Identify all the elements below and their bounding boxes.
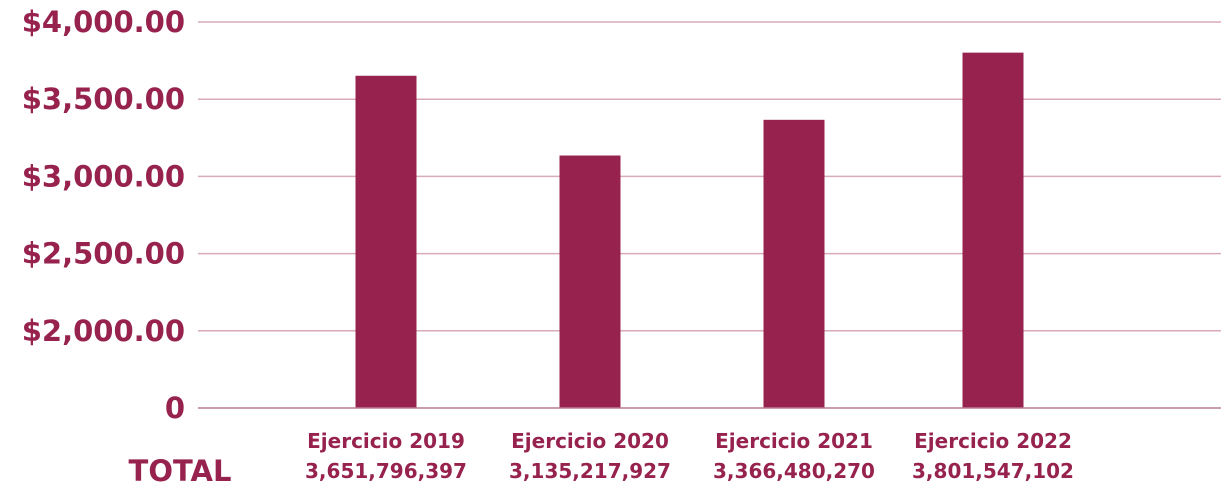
x-value-label: 3,801,547,102 bbox=[912, 459, 1074, 483]
bar bbox=[962, 52, 1024, 409]
x-category-label: Ejercicio 2019 bbox=[307, 429, 465, 453]
x-value-label: 3,135,217,927 bbox=[509, 459, 671, 483]
x-value-label: 3,651,796,397 bbox=[305, 459, 467, 483]
y-tick-label: $3,000.00 bbox=[22, 159, 185, 193]
x-value-label: 3,366,480,270 bbox=[713, 459, 875, 483]
bar bbox=[763, 119, 825, 409]
y-axis-ticks: 0 $2,000.00 $2,500.00 $3,000.00 $3,500.00 $4,… bbox=[22, 5, 185, 425]
y-tick-label: $2,500.00 bbox=[22, 237, 185, 271]
bars bbox=[355, 52, 1024, 409]
y-tick-label: $2,000.00 bbox=[22, 314, 185, 348]
x-category-label: Ejercicio 2020 bbox=[511, 429, 669, 453]
x-category-label: Ejercicio 2021 bbox=[715, 429, 873, 453]
total-row-label: TOTAL bbox=[129, 454, 232, 487]
y-tick-label: 0 bbox=[165, 391, 185, 425]
y-tick-label: $4,000.00 bbox=[22, 5, 185, 39]
gridlines bbox=[198, 21, 1221, 332]
x-axis-labels: Ejercicio 2019 3,651,796,397 Ejercicio 202… bbox=[305, 429, 1074, 483]
bar bbox=[355, 75, 417, 408]
bar bbox=[559, 155, 621, 408]
x-category-label: Ejercicio 2022 bbox=[914, 429, 1072, 453]
y-tick-label: $3,500.00 bbox=[22, 82, 185, 116]
